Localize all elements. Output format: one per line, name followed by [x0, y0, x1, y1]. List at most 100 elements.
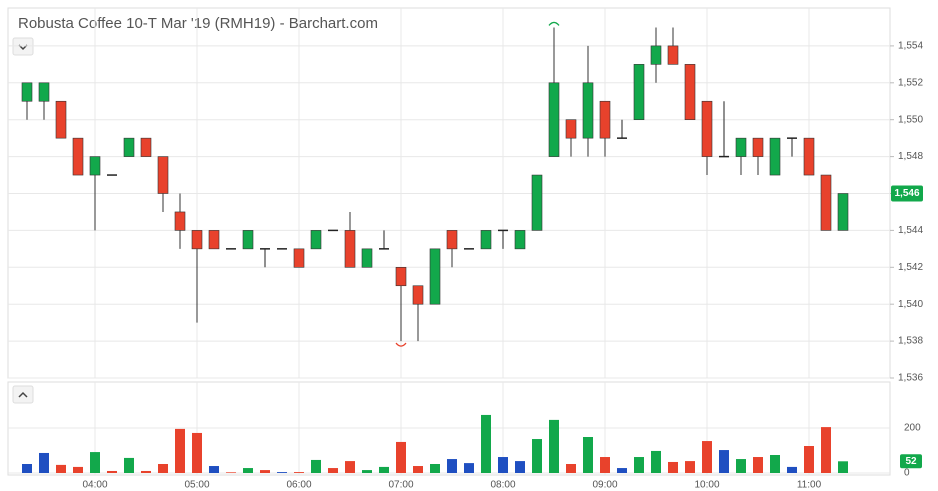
candle-body [361, 248, 373, 268]
volume-bar [821, 427, 831, 473]
candle-body [174, 211, 186, 231]
candle-body [701, 100, 713, 157]
volume-bar [345, 461, 355, 473]
candle-body [803, 137, 815, 176]
volume-bar [447, 459, 457, 473]
volume-bar [277, 472, 287, 473]
volume-bar [379, 466, 389, 473]
candle-body [21, 82, 33, 102]
volume-bar [532, 439, 542, 473]
candle-body [480, 230, 492, 250]
candle-body [208, 230, 220, 250]
volume-bar [158, 464, 168, 473]
candle-body [582, 82, 594, 139]
x-tick-label: 11:00 [797, 480, 822, 491]
candle-body [157, 156, 169, 194]
y-tick-label: 1,550 [898, 114, 923, 125]
volume-bar [192, 432, 202, 473]
y-tick-label: 1,544 [898, 225, 923, 236]
volume-bar [634, 457, 644, 473]
x-tick-label: 09:00 [592, 480, 617, 491]
volume-bar [430, 464, 440, 473]
chart-title: Robusta Coffee 10-T Mar '19 (RMH19) - Ba… [18, 15, 378, 32]
candle-body [531, 174, 543, 231]
candle-body [140, 137, 152, 157]
volume-bar [226, 472, 236, 473]
volume-bar [651, 450, 661, 473]
low-marker [395, 342, 407, 347]
volume-bar [209, 466, 219, 473]
volume-bar [56, 464, 66, 473]
candle-body [344, 230, 356, 268]
candle-body [548, 82, 560, 157]
candle-body [769, 137, 781, 176]
volume-bar [838, 461, 848, 473]
candle-body [565, 119, 577, 139]
y-tick-label: 1,536 [898, 373, 923, 384]
volume-bar [787, 466, 797, 473]
volume-bar [464, 463, 474, 473]
volume-bar [481, 414, 491, 473]
candle-body [667, 45, 679, 65]
volume-bar [260, 470, 270, 473]
y-tick-label: 0 [904, 468, 910, 479]
collapse-button[interactable] [12, 37, 34, 56]
y-tick-label: 1,538 [898, 336, 923, 347]
candle-body [310, 230, 322, 250]
volume-bar [498, 457, 508, 473]
x-tick-label: 05:00 [184, 480, 209, 491]
volume-bar [549, 419, 559, 473]
volume-bar [668, 461, 678, 473]
volume-bar [413, 466, 423, 473]
volume-bar [243, 468, 253, 473]
volume-bar [566, 464, 576, 473]
candle-body [514, 230, 526, 250]
volume-bar [583, 437, 593, 473]
volume-bar [311, 459, 321, 473]
candle-body [837, 193, 849, 231]
last-volume-label: 52 [905, 456, 917, 467]
volume-bar [175, 428, 185, 473]
y-tick-label: 1,554 [898, 41, 923, 52]
last-price-label: 1,546 [894, 188, 919, 199]
volume-collapse-button[interactable] [12, 385, 34, 404]
candle-body [72, 137, 84, 176]
volume-bar [770, 455, 780, 473]
volume-bar [736, 459, 746, 473]
candle-body [684, 64, 696, 120]
high-marker [548, 21, 560, 26]
x-tick-label: 04:00 [82, 480, 107, 491]
volume-bar [600, 457, 610, 473]
candle-body [599, 100, 611, 139]
candle-body [429, 248, 441, 305]
volume-bar [294, 472, 304, 473]
x-tick-label: 07:00 [388, 480, 413, 491]
volume-bar [362, 470, 372, 473]
candle-body [735, 137, 747, 157]
candle-body [38, 82, 50, 102]
candle-body [293, 248, 305, 268]
candle-body [395, 266, 407, 287]
volume-bar [396, 441, 406, 473]
candle-body [820, 174, 832, 231]
volume-bar [515, 461, 525, 473]
y-tick-label: 1,552 [898, 77, 923, 88]
y-tick-label: 1,548 [898, 151, 923, 162]
volume-bar [753, 457, 763, 473]
y-tick-label: 1,540 [898, 299, 923, 310]
candle-body [123, 137, 135, 157]
x-tick-label: 10:00 [694, 480, 719, 491]
candle-body [633, 64, 645, 120]
candle-body [55, 100, 67, 139]
volume-bar [124, 457, 134, 473]
y-tick-label: 1,542 [898, 262, 923, 273]
x-tick-label: 06:00 [286, 480, 311, 491]
candle-body [752, 137, 764, 157]
volume-bar [22, 464, 32, 473]
volume-bar [107, 470, 117, 473]
volume-bar [617, 468, 627, 473]
volume-bar [719, 450, 729, 473]
candle-body [242, 230, 254, 250]
volume-bar [328, 468, 338, 473]
